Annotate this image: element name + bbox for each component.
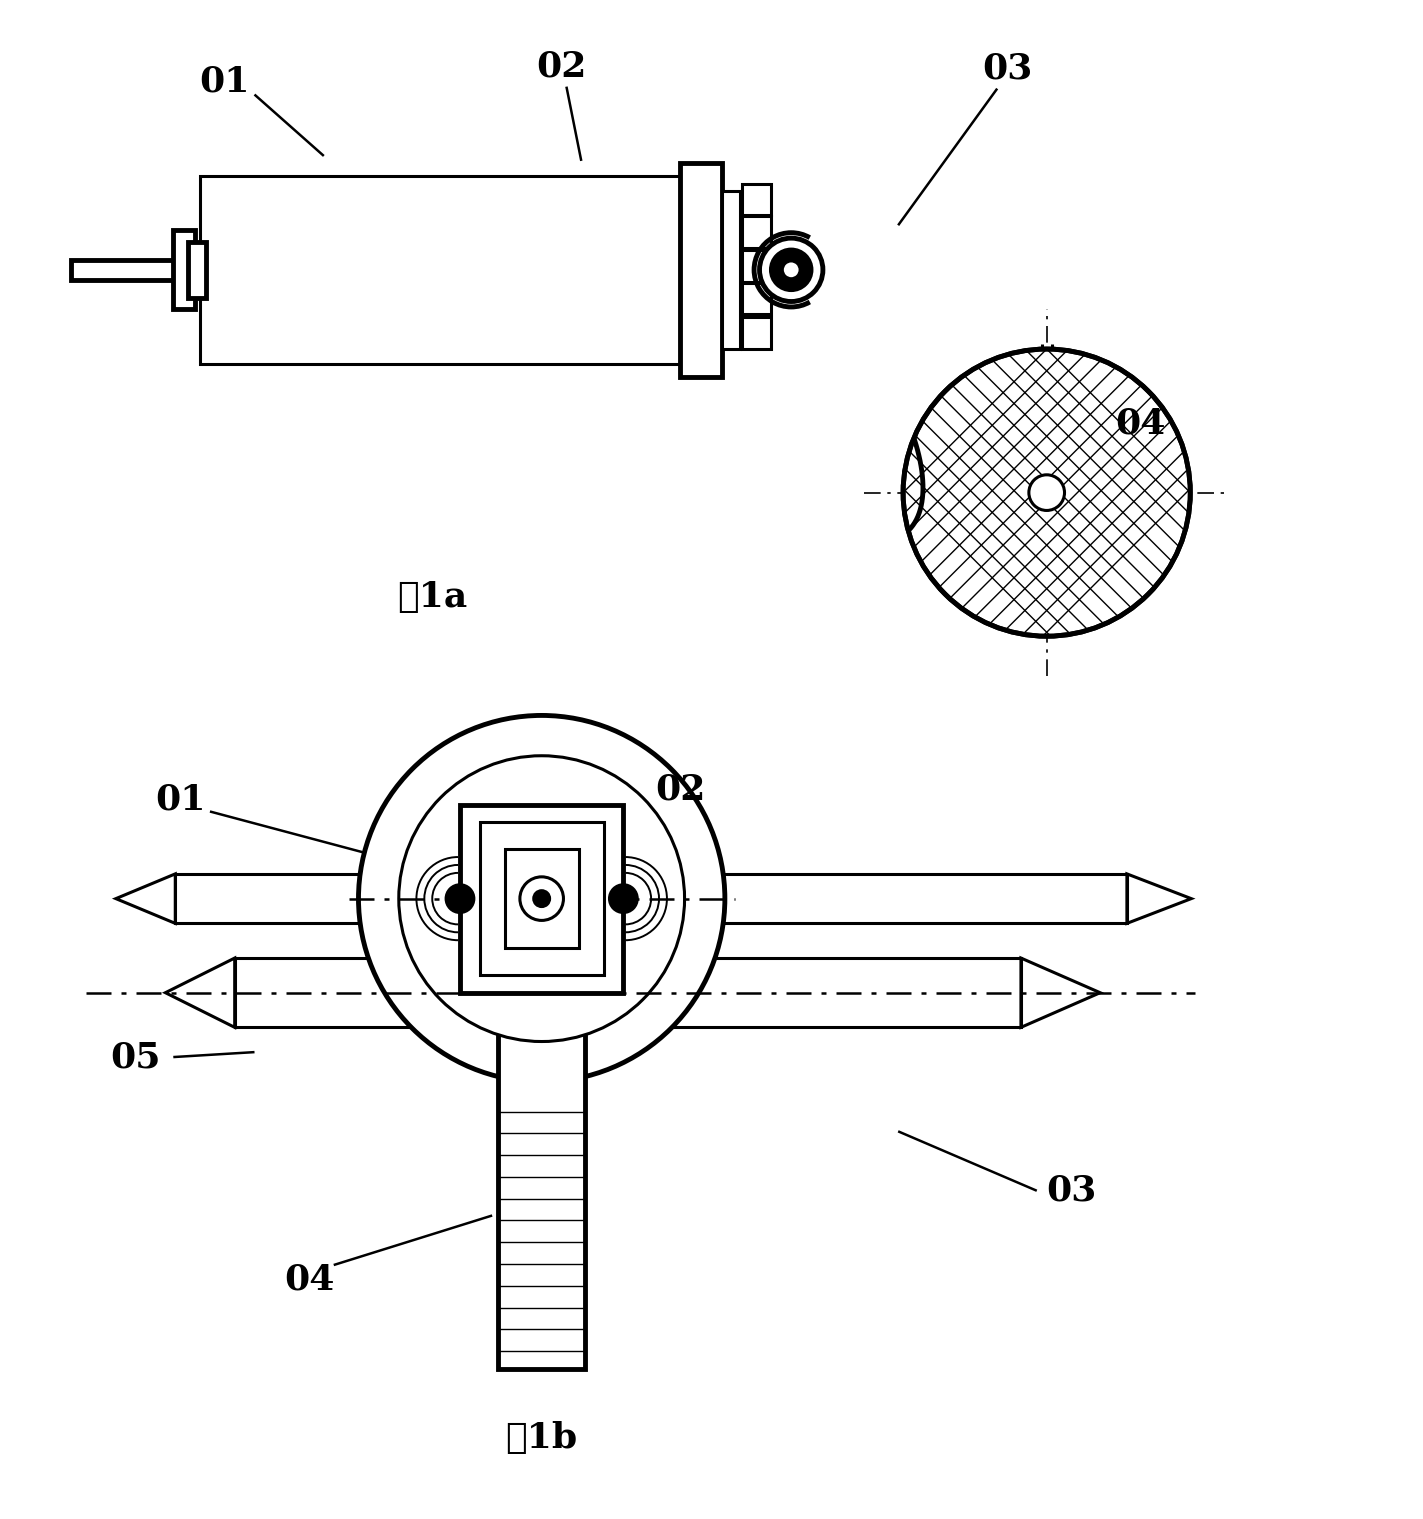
Circle shape <box>771 251 811 290</box>
Bar <box>741 283 771 314</box>
Circle shape <box>519 876 564 921</box>
Bar <box>480 822 603 975</box>
Circle shape <box>609 884 638 913</box>
Circle shape <box>760 238 822 301</box>
Circle shape <box>904 349 1190 636</box>
Bar <box>71 260 181 279</box>
Circle shape <box>1029 475 1064 510</box>
Circle shape <box>534 890 549 907</box>
Bar <box>652 873 1127 924</box>
Circle shape <box>359 715 724 1082</box>
Bar <box>201 176 680 365</box>
Bar <box>235 958 498 1027</box>
Text: 03: 03 <box>982 52 1032 85</box>
Bar <box>741 184 771 216</box>
Text: 05: 05 <box>111 1041 161 1074</box>
Bar <box>498 899 585 1369</box>
Bar <box>505 849 579 948</box>
Text: 02: 02 <box>655 773 706 807</box>
Text: 04: 04 <box>1116 406 1165 441</box>
Text: 01: 01 <box>155 782 205 817</box>
Bar <box>174 231 195 310</box>
Bar <box>188 242 206 298</box>
Text: 01: 01 <box>199 65 250 99</box>
Bar <box>741 251 771 281</box>
Bar <box>741 317 771 349</box>
Text: 03: 03 <box>1046 1174 1097 1208</box>
Text: 02: 02 <box>536 50 586 84</box>
Text: 04: 04 <box>283 1262 334 1297</box>
Circle shape <box>783 261 800 279</box>
Bar <box>721 190 740 349</box>
Bar <box>741 216 771 248</box>
Bar <box>585 958 1020 1027</box>
Circle shape <box>398 756 684 1042</box>
Bar <box>175 873 498 924</box>
Text: 图1a: 图1a <box>397 580 468 614</box>
Bar <box>460 805 623 993</box>
Bar <box>680 163 721 377</box>
Text: 图1b: 图1b <box>505 1422 578 1455</box>
Circle shape <box>447 884 474 913</box>
